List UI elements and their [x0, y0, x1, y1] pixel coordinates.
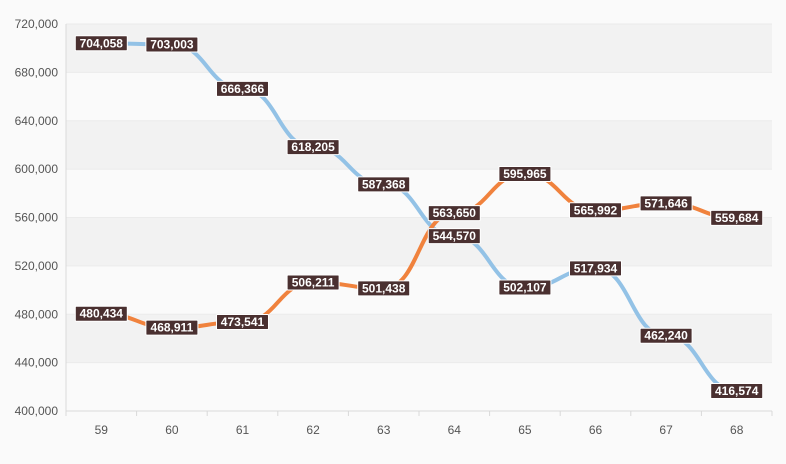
x-tick-label: 61	[236, 423, 250, 437]
y-tick-label: 440,000	[15, 356, 59, 370]
data-label-box	[498, 166, 552, 183]
grid-band	[66, 217, 772, 266]
data-label-box	[639, 195, 693, 212]
data-label-box	[357, 280, 411, 297]
data-label-text: 501,438	[362, 281, 406, 295]
data-label-text: 559,684	[715, 211, 759, 225]
data-label: 473,541	[216, 314, 269, 331]
x-tick-label: 59	[95, 423, 109, 437]
data-label-text: 618,205	[291, 140, 335, 154]
data-label: 416,574	[710, 382, 764, 399]
grid-band	[66, 120, 772, 170]
x-axis-tick-labels: 59 60 61 62 63 64 65 66 67 68	[95, 423, 744, 437]
data-label-box	[74, 305, 128, 322]
data-label-text: 565,992	[574, 203, 618, 217]
y-tick-label: 520,000	[15, 259, 59, 273]
data-label: 563,650	[427, 205, 481, 222]
data-label-text: 703,003	[150, 38, 194, 52]
data-label-text: 462,240	[644, 329, 688, 343]
data-label-box	[498, 279, 552, 296]
x-tick-label: 68	[730, 423, 744, 437]
data-label: 595,965	[498, 166, 552, 183]
x-tick-label: 63	[377, 423, 391, 437]
data-label: 468,911	[145, 319, 199, 336]
data-label: 462,240	[639, 327, 693, 344]
data-label: 587,368	[357, 176, 411, 193]
data-label-text: 506,211	[292, 276, 335, 290]
data-label: 666,366	[216, 80, 269, 97]
data-label-box	[145, 36, 199, 53]
data-label: 502,107	[498, 279, 552, 296]
grid-bands	[66, 23, 772, 412]
data-label-text: 473,541	[221, 315, 265, 329]
data-label-box	[710, 382, 764, 399]
data-label-box	[427, 205, 481, 222]
series-line-2	[99, 172, 739, 330]
y-tick-label: 640,000	[15, 114, 59, 128]
y-tick-label: 560,000	[15, 211, 59, 225]
data-label: 559,684	[710, 209, 764, 226]
data-label-box	[357, 176, 411, 193]
data-label-text: 480,434	[80, 307, 124, 321]
data-label: 704,058	[74, 35, 128, 52]
y-tick-label: 400,000	[15, 404, 59, 418]
grid-band	[66, 72, 772, 121]
series-lines	[99, 41, 739, 393]
data-label-box	[569, 202, 622, 219]
x-tick-label: 64	[448, 423, 462, 437]
data-label-text: 571,646	[644, 196, 688, 210]
y-axis-tick-labels: 400,000 440,000 480,000 520,000 560,000 600,0…	[15, 17, 59, 418]
y-tick-label: 680,000	[15, 65, 59, 79]
x-tick-label: 65	[518, 423, 532, 437]
y-tick-label: 720,000	[15, 17, 59, 31]
data-label: 517,934	[569, 260, 622, 277]
data-label-text: 563,650	[433, 206, 477, 220]
x-tick-label: 67	[659, 423, 673, 437]
data-label-text: 595,965	[503, 167, 547, 181]
data-label: 544,570	[427, 228, 481, 245]
x-tick-label: 60	[165, 423, 179, 437]
data-label-text: 666,366	[221, 82, 265, 96]
y-tick-label: 480,000	[15, 307, 59, 321]
data-label-box	[427, 228, 481, 245]
x-tick-label: 62	[306, 423, 320, 437]
grid-band	[66, 265, 772, 315]
data-label: 565,992	[569, 202, 622, 219]
data-label-text: 502,107	[503, 281, 547, 295]
data-label-text: 544,570	[433, 229, 477, 243]
data-label: 480,434	[74, 305, 128, 322]
data-label-box	[710, 209, 764, 226]
y-tick-label: 600,000	[15, 162, 59, 176]
data-label: 501,438	[357, 280, 411, 297]
data-label-text: 587,368	[362, 177, 406, 191]
data-label-text: 704,058	[80, 36, 124, 50]
data-label-box	[286, 139, 340, 156]
axes	[65, 24, 773, 416]
data-label-box	[74, 35, 128, 52]
data-labels: 704,058 703,003 666,366 618,205 587,368 544,5…	[74, 35, 764, 399]
data-label-text: 517,934	[574, 261, 618, 275]
data-label-text: 468,911	[151, 321, 194, 335]
grid-band	[66, 362, 772, 411]
data-label-box	[216, 314, 269, 331]
data-label-box	[639, 327, 693, 344]
data-label-text: 416,574	[715, 384, 759, 398]
data-label-box	[216, 80, 269, 97]
series-line-1	[99, 41, 739, 393]
data-label: 618,205	[286, 139, 340, 156]
data-label: 506,211	[286, 274, 340, 291]
data-label-box	[569, 260, 622, 277]
x-tick-label: 66	[589, 423, 603, 437]
data-label-box	[286, 274, 340, 291]
data-label: 703,003	[145, 36, 199, 53]
data-label-box	[145, 319, 199, 336]
data-label: 571,646	[639, 195, 693, 212]
